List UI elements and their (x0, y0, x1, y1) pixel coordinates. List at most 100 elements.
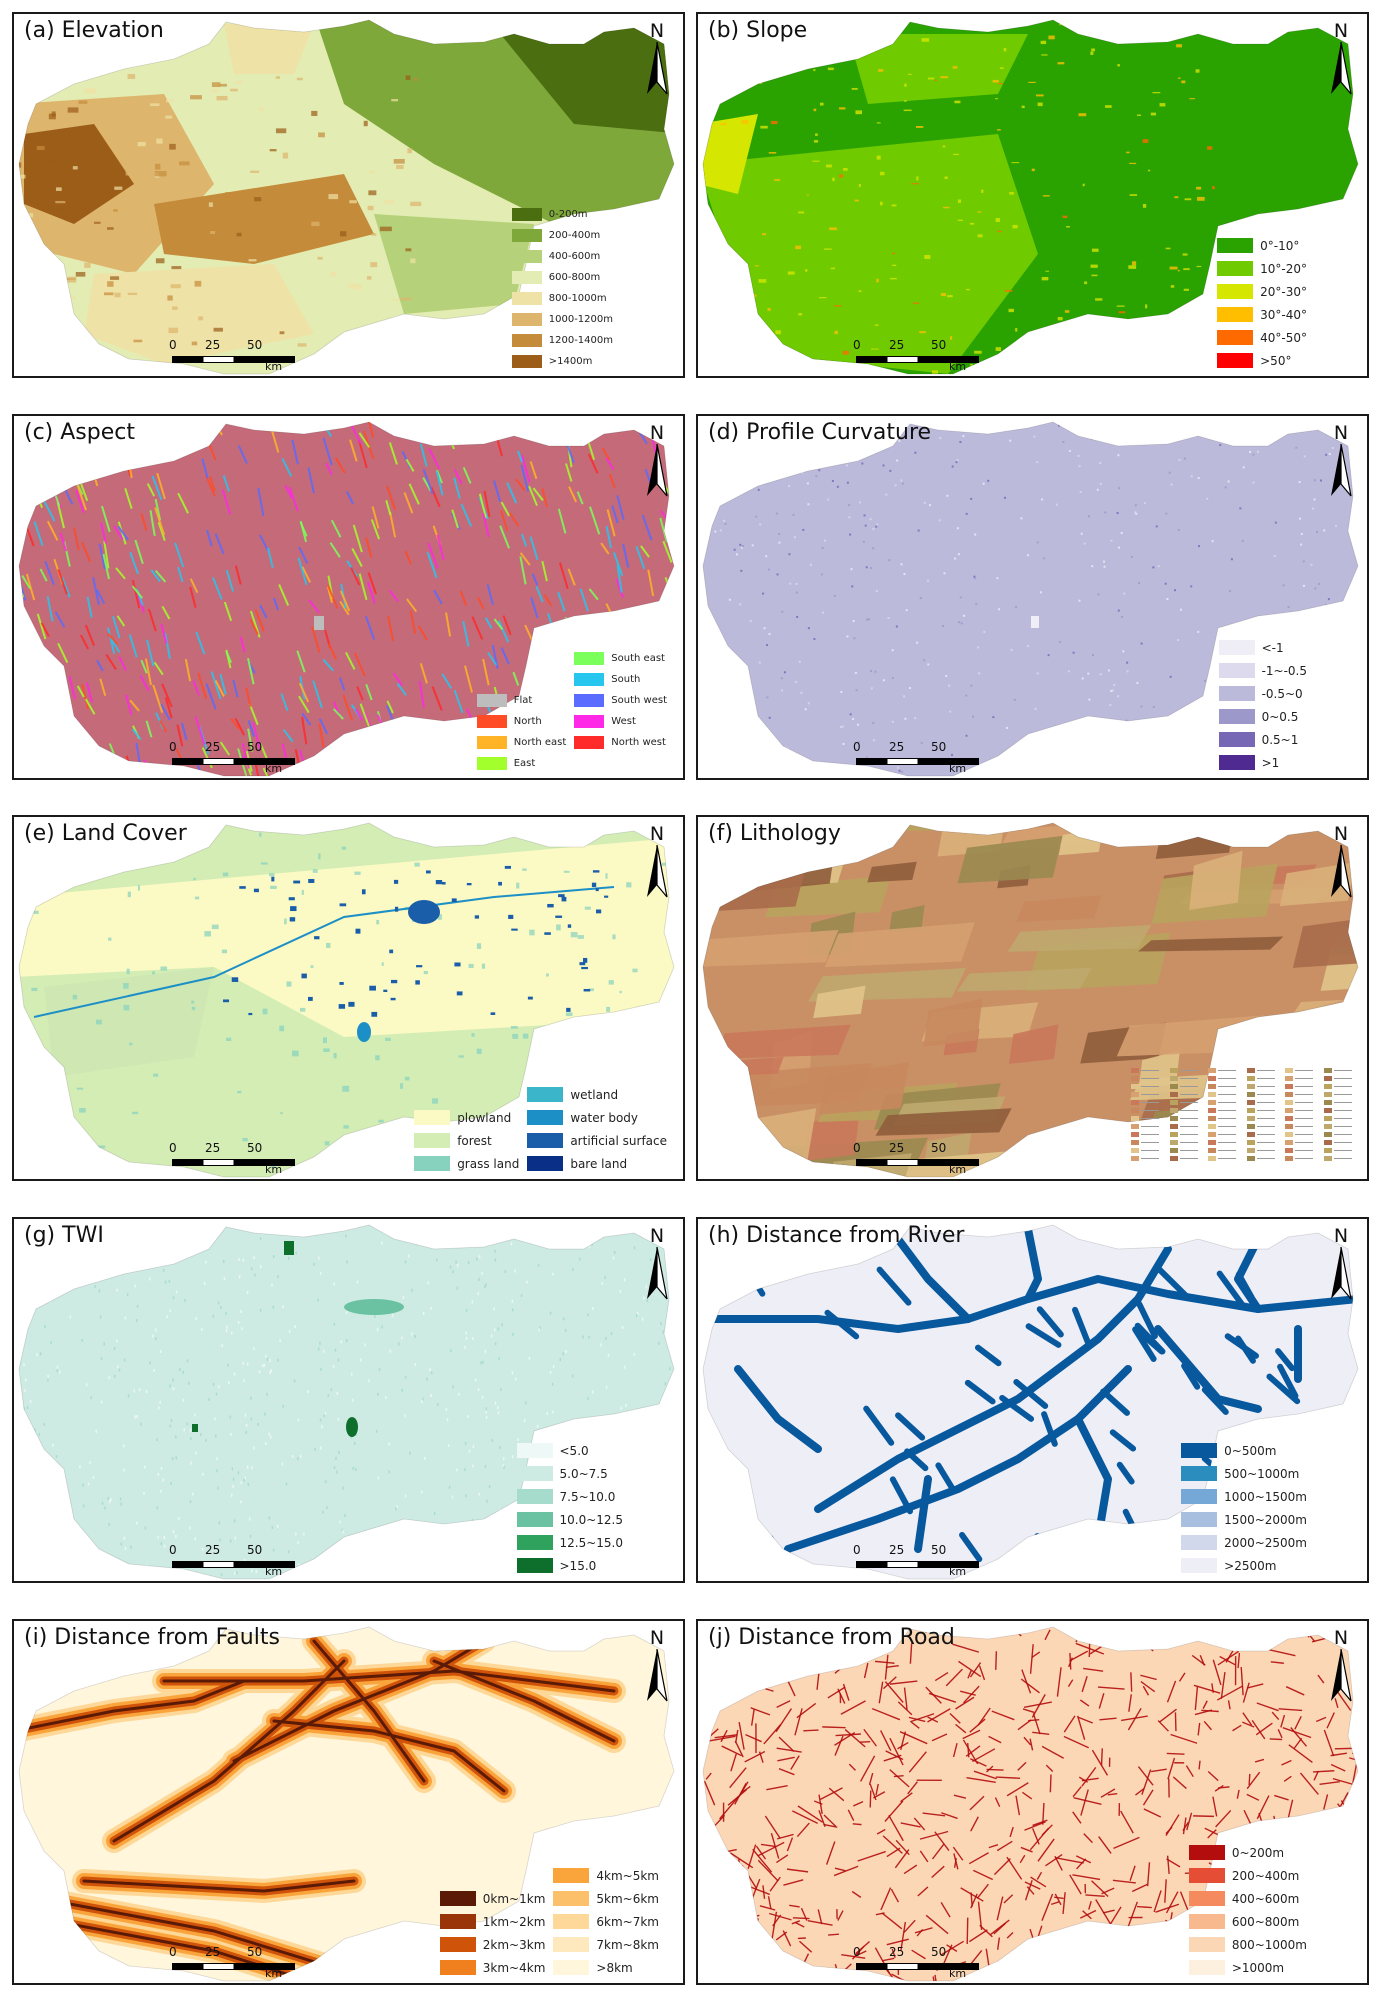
legend-label: <-1 (1261, 640, 1284, 655)
map-landcover (18, 822, 675, 1178)
legend-swatch (1181, 1558, 1218, 1573)
lithology-legend-item (1246, 1131, 1283, 1138)
lithology-legend-item (1169, 1155, 1206, 1162)
lithology-legend-item (1131, 1083, 1167, 1090)
scale-tick-label: 50 (931, 338, 947, 352)
legend-swatch (439, 1960, 476, 1975)
scale-tick-label: 25 (889, 338, 905, 352)
legend-label: 10.0~12.5 (559, 1512, 624, 1527)
lithology-legend-item (1131, 1155, 1167, 1162)
north-arrow-icon: N (1323, 422, 1359, 502)
legend-item: 12.5~15.0 (516, 1531, 623, 1554)
scale-tick-label: 25 (205, 1543, 221, 1557)
scale-tick-label: 25 (205, 1945, 221, 1959)
legend-label: water body (570, 1110, 639, 1125)
scale-bar: 0 25 50 km (853, 1141, 1006, 1176)
legend-label: 2km~3km (482, 1937, 546, 1952)
elevation-raster (19, 20, 674, 374)
lithology-legend-item (1323, 1115, 1360, 1122)
scale-unit: km (265, 762, 283, 775)
legend-item: -0.5~0 (1218, 682, 1307, 705)
legend-item: 3km~4km (439, 1956, 545, 1979)
legend-item: 5km~6km (553, 1887, 659, 1910)
legend-swatch (511, 229, 542, 242)
lithology-legend-item (1285, 1067, 1321, 1074)
legend-item: 200-400m (511, 225, 613, 246)
legend-item: North (476, 711, 567, 732)
lithology-legend-item (1169, 1091, 1206, 1098)
legend-item: 2000~2500m (1181, 1531, 1307, 1554)
map-panel-j: (j) Distance from Road N 0~200m 200~400m 400… (696, 1619, 1369, 1985)
legend-swatch (516, 1443, 553, 1458)
scale-tick-label: 0 (853, 1141, 861, 1155)
legend-label: Flat (513, 695, 533, 706)
legend-swatch (1188, 1960, 1225, 1975)
legend-swatch (439, 1914, 476, 1929)
legend-label: 20°-30° (1260, 284, 1307, 299)
legend-label: -0.5~0 (1261, 686, 1303, 701)
legend-swatch (574, 652, 605, 665)
legend-item: -1~-0.5 (1218, 659, 1307, 682)
legend-swatch (1188, 1891, 1225, 1906)
north-label: N (1333, 1627, 1349, 1649)
north-label: N (1333, 1225, 1349, 1247)
scale-bar-graphic (856, 1561, 979, 1568)
scale-bar-graphic (172, 1561, 295, 1568)
legend-label: artificial surface (570, 1133, 667, 1148)
lithology-legend-item (1131, 1139, 1167, 1146)
legend-label: 0°-10° (1260, 238, 1300, 253)
scale-tick-label: 25 (205, 740, 221, 754)
north-label: N (649, 823, 665, 845)
legend-item: >1000m (1188, 1956, 1307, 1979)
slope-raster (703, 20, 1358, 374)
legend-label: 5km~6km (596, 1891, 659, 1906)
map-road (702, 1626, 1359, 1982)
legend-swatch (1188, 1868, 1225, 1883)
map-panel-c: (c) Aspect N Flat North North east East South … (12, 414, 685, 780)
legend-swatch (1218, 709, 1255, 724)
legend-label: 800~1000m (1231, 1937, 1307, 1952)
scale-tick-label: 50 (247, 1945, 263, 1959)
legend-label: South west (611, 695, 667, 706)
panel-title: (j) Distance from Road (708, 1625, 955, 1650)
lithology-legend-item (1285, 1099, 1321, 1106)
legend-swatch (511, 355, 542, 368)
legend-swatch (1188, 1914, 1225, 1929)
legend-label: 200~400m (1231, 1868, 1300, 1883)
north-arrow-icon: N (639, 1225, 675, 1305)
legend-item: North west (574, 732, 667, 753)
legend-swatch (1181, 1489, 1218, 1504)
scale-bar: 0 25 50 km (169, 1141, 322, 1176)
legend-swatch (527, 1133, 564, 1148)
scale-unit: km (265, 1967, 283, 1980)
scale-tick-label: 25 (889, 1543, 905, 1557)
legend-item: 600~800m (1188, 1910, 1307, 1933)
lithology-legend-item (1208, 1115, 1244, 1122)
legend-swatch (1217, 238, 1254, 253)
map-river (702, 1224, 1359, 1580)
north-arrow-icon: N (1323, 1225, 1359, 1305)
legend-swatch (439, 1937, 476, 1952)
map-panel-i: (i) Distance from Faults N 0km~1km 1km~2km 2… (12, 1619, 685, 1985)
legend: Flat North North east East South east South So… (476, 648, 675, 774)
lithology-legend-item (1208, 1155, 1244, 1162)
legend-item: 1000-1200m (511, 309, 613, 330)
scale-unit: km (949, 1163, 967, 1176)
legend-swatch (574, 673, 605, 686)
legend-label: 4km~5km (596, 1868, 659, 1883)
panel-title: (f) Lithology (708, 821, 841, 846)
scale-unit: km (265, 1565, 283, 1578)
legend-swatch (476, 736, 507, 749)
legend-item: 6km~7km (553, 1910, 659, 1933)
north-label: N (1333, 823, 1349, 845)
legend-label: 0~0.5 (1261, 709, 1299, 724)
legend-item: grass land (414, 1152, 519, 1175)
legend-item: >15.0 (516, 1554, 624, 1577)
lithology-legend-item (1285, 1075, 1321, 1082)
lithology-legend-item (1131, 1091, 1167, 1098)
lithology-legend-item (1169, 1131, 1206, 1138)
lithology-legend-item (1246, 1091, 1283, 1098)
legend-item: 0°-10° (1217, 234, 1307, 257)
legend-label: 7km~8km (596, 1937, 659, 1952)
